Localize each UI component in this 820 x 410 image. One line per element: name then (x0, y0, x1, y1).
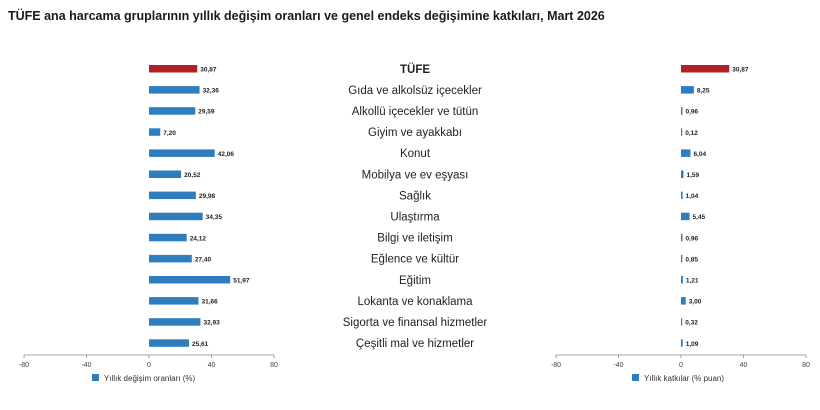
bar (149, 339, 190, 347)
category-label: Eğitim (399, 275, 431, 287)
annual-change-chart: -80 -40 0 40 80 30,87 32,36 29,59 7,20 42,06 20,52… (19, 65, 278, 383)
bar (149, 276, 231, 284)
bar (681, 297, 686, 305)
data-label: 3,00 (689, 299, 702, 306)
data-label: 25,61 (192, 341, 209, 348)
data-label: 1,09 (686, 341, 699, 348)
data-label: 8,25 (697, 88, 710, 95)
category-label: Sigorta ve finansal hizmetler (343, 317, 488, 329)
contribution-chart: -80 -40 0 40 80 30,87 8,25 0,96 0,12 6,04 1,59 1,04… (551, 65, 810, 383)
legend-label: Yıllık değişim oranları (%) (104, 374, 195, 383)
data-label: 31,66 (201, 299, 218, 306)
category-labels: TÜFE Gıda ve alkolsüz içecekler Alkollü iç… (343, 63, 488, 350)
data-label: 29,98 (199, 193, 216, 200)
x-tick-label: 0 (679, 362, 683, 369)
data-label: 0,85 (685, 256, 698, 263)
category-label: Konut (400, 148, 431, 160)
data-label: 5,45 (693, 214, 706, 221)
data-label: 0,96 (686, 109, 699, 116)
x-tick-label: 40 (208, 362, 216, 369)
x-tick-label: 40 (740, 362, 748, 369)
data-label: 0,32 (685, 320, 698, 327)
data-label: 32,36 (203, 88, 220, 95)
bar (149, 65, 198, 73)
data-label: 51,97 (233, 278, 250, 285)
category-label: Alkollü içecekler ve tütün (352, 106, 479, 118)
category-label: Ulaştırma (390, 211, 440, 223)
category-label: TÜFE (400, 63, 430, 76)
legend-swatch (632, 374, 639, 381)
category-label: Bilgi ve iletişim (377, 233, 452, 245)
bar (149, 149, 215, 157)
category-label: Gıda ve alkolsüz içecekler (348, 85, 482, 97)
x-tick-label: -40 (81, 362, 91, 369)
bar (149, 86, 200, 94)
bar (681, 128, 683, 136)
bar (681, 107, 683, 115)
bar (149, 318, 201, 326)
data-label: 7,20 (163, 130, 176, 137)
bar (149, 107, 196, 115)
category-label: Lokanta ve konaklama (357, 296, 473, 308)
bar (681, 86, 694, 94)
data-label: 30,87 (200, 67, 217, 74)
data-label: 42,06 (218, 151, 235, 158)
chart-title: TÜFE ana harcama gruplarının yıllık deği… (8, 9, 605, 23)
data-label: 0,96 (686, 235, 699, 242)
bar (149, 233, 187, 242)
bar (681, 276, 683, 284)
bar (149, 297, 199, 305)
data-label: 1,21 (686, 278, 699, 285)
bar (149, 212, 203, 221)
data-label: 1,04 (686, 193, 699, 200)
bar (149, 128, 161, 136)
bar (681, 318, 683, 326)
category-label: Çeşitli mal ve hizmetler (356, 338, 474, 350)
bar (681, 65, 730, 73)
legend-label: Yıllık katkılar (% puan) (644, 374, 724, 383)
data-label: 27,40 (195, 256, 212, 263)
category-label: Mobilya ve ev eşyası (362, 169, 469, 181)
bar (681, 149, 691, 157)
x-tick-label: 80 (802, 362, 810, 369)
data-label: 24,12 (190, 235, 207, 242)
category-label: Eğlence ve kültür (371, 254, 459, 266)
data-label: 30,87 (732, 67, 749, 74)
legend-swatch (92, 374, 99, 381)
bar (149, 191, 196, 200)
bar (681, 191, 683, 200)
bar (681, 254, 683, 263)
x-tick-label: 0 (147, 362, 151, 369)
data-label: 20,52 (184, 172, 201, 179)
x-tick-label: -80 (19, 362, 29, 369)
data-label: 0,12 (685, 130, 698, 137)
data-label: 6,04 (693, 151, 706, 158)
bar (681, 170, 684, 178)
bar (681, 339, 683, 347)
bar (149, 170, 182, 178)
x-tick-label: 80 (270, 362, 278, 369)
x-tick-label: -40 (613, 362, 623, 369)
category-label: Giyim ve ayakkabı (368, 127, 462, 139)
bar (681, 233, 683, 242)
data-label: 34,35 (206, 214, 223, 221)
x-tick-label: -80 (551, 362, 561, 369)
bar (681, 212, 690, 221)
data-label: 32,93 (203, 320, 220, 327)
data-label: 29,59 (198, 109, 215, 116)
bar (149, 254, 192, 263)
data-label: 1,59 (686, 172, 699, 179)
category-label: Sağlık (399, 190, 431, 202)
